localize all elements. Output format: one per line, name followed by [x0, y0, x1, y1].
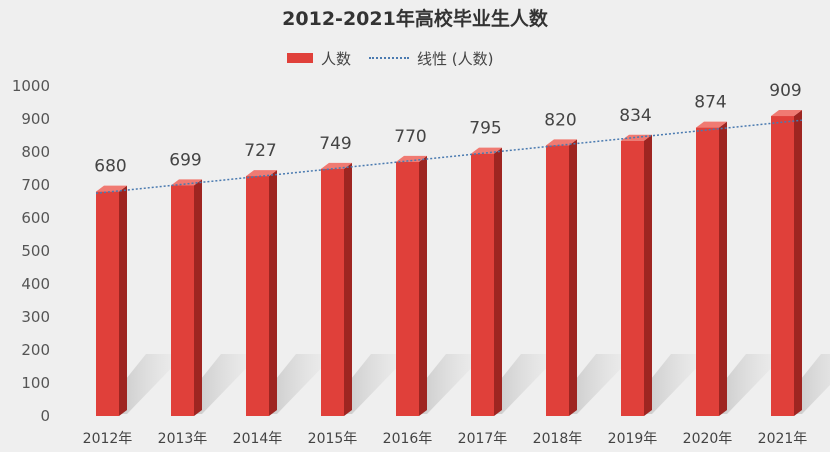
bar-side — [119, 185, 127, 416]
bar-front — [471, 153, 494, 416]
bar-top — [621, 134, 652, 141]
bar-front — [696, 127, 719, 416]
x-tick-label: 2018年 — [533, 431, 583, 447]
bar-side — [794, 110, 802, 416]
bar-front — [321, 168, 344, 416]
x-tick-label: 2015年 — [308, 431, 358, 447]
x-tick-label: 2012年 — [83, 431, 133, 447]
bar-front — [546, 145, 569, 416]
chart-title: 2012-2021年高校毕业生人数 — [282, 8, 548, 30]
bar-top — [171, 179, 202, 186]
y-tick-label: 800 — [21, 143, 50, 161]
y-tick-label: 0 — [40, 407, 50, 425]
bar-side — [269, 170, 277, 416]
bar — [96, 185, 127, 416]
y-tick-label: 600 — [21, 209, 50, 227]
bar — [396, 155, 427, 416]
bar — [321, 162, 352, 416]
x-tick-label: 2019年 — [608, 431, 658, 447]
y-tick-label: 400 — [21, 275, 50, 293]
bar-side — [719, 121, 727, 416]
y-tick-label: 700 — [21, 176, 50, 194]
x-tick-label: 2017年 — [458, 431, 508, 447]
data-label: 795 — [469, 119, 501, 139]
bar-side — [419, 155, 427, 416]
bar — [771, 110, 802, 416]
bar — [471, 147, 502, 416]
data-label: 770 — [394, 127, 426, 147]
x-tick-label: 2020年 — [683, 431, 733, 447]
legend-label-trendline: 线性 (人数) — [417, 49, 494, 68]
bar-top — [696, 121, 727, 128]
legend-swatch-trendline — [369, 57, 410, 59]
legend: 人数 线性 (人数) — [287, 48, 494, 68]
bar-top — [546, 139, 577, 146]
x-tick-label: 2013年 — [158, 431, 208, 447]
bar — [621, 134, 652, 416]
data-label: 680 — [94, 157, 126, 177]
y-tick-label: 200 — [21, 341, 50, 359]
bar-front — [771, 116, 794, 416]
bar-front — [246, 176, 269, 416]
bar — [171, 179, 202, 416]
bar-top — [246, 170, 277, 177]
data-label: 834 — [619, 106, 651, 126]
bar-side — [194, 179, 202, 416]
x-tick-label: 2021年 — [758, 431, 808, 447]
bar-side — [344, 162, 352, 416]
legend-label-bars: 人数 — [321, 49, 352, 68]
data-label: 874 — [694, 93, 726, 113]
bar — [546, 139, 577, 416]
bar-top — [771, 110, 802, 117]
bar-top — [96, 185, 127, 192]
bar — [246, 170, 277, 416]
x-tick-label: 2014年 — [233, 431, 283, 447]
x-tick-label: 2016年 — [383, 431, 433, 447]
bar-front — [96, 191, 119, 416]
bar-side — [644, 134, 652, 416]
bar-front — [621, 140, 644, 416]
y-tick-label: 100 — [21, 374, 50, 392]
y-tick-label: 300 — [21, 308, 50, 326]
data-label: 749 — [319, 134, 351, 154]
legend-swatch-bars — [287, 53, 313, 63]
data-label: 820 — [544, 110, 576, 130]
bar-front — [396, 161, 419, 416]
y-tick-label: 1000 — [12, 77, 50, 95]
bar — [696, 121, 727, 416]
bar-front — [171, 185, 194, 416]
data-label: 727 — [244, 141, 276, 161]
bar-side — [494, 147, 502, 416]
data-label: 699 — [169, 150, 201, 170]
y-tick-label: 900 — [21, 110, 50, 128]
bar-side — [569, 139, 577, 416]
data-label: 909 — [769, 81, 801, 101]
y-tick-label: 500 — [21, 242, 50, 260]
